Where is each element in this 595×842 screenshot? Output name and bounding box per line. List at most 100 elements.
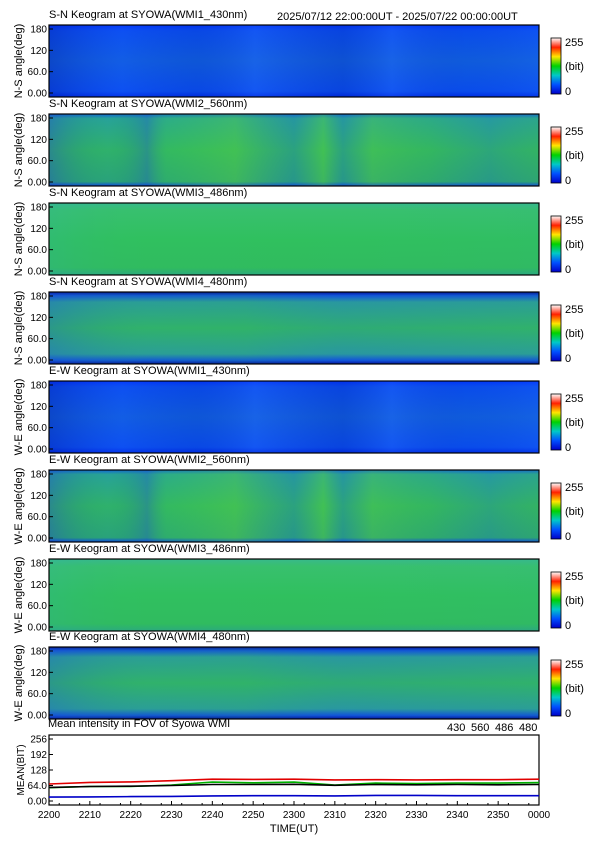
x-tick-label: 2300	[283, 810, 306, 821]
y-tick-label: 0.00	[28, 178, 48, 189]
keogram-panel: E-W Keogram at SYOWA(WMI4_480nm)180 120 60…	[13, 631, 584, 722]
y-tick-label: 120	[30, 46, 47, 57]
y-tick-label: 120	[30, 580, 47, 591]
colorbar-min-label: 0	[565, 620, 571, 632]
y-tick-label: 60.0	[28, 512, 48, 523]
keogram-panel: S-N Keogram at SYOWA(WMI3_486nm)180 120 60…	[13, 187, 584, 278]
x-tick-label: 2330	[405, 810, 428, 821]
y-tick-label: 0.00	[28, 623, 48, 634]
colorbar-unit-label: (bit)	[565, 417, 584, 429]
panel-frame	[48, 113, 540, 187]
y-tick-label: 120	[30, 313, 47, 324]
y-tick-label: 0.00	[28, 89, 48, 100]
y-tick-label: 180	[30, 25, 47, 36]
panel-title: S-N Keogram at SYOWA(WMI1_430nm)	[49, 9, 247, 21]
keogram-texture	[49, 381, 539, 453]
colorbar	[550, 126, 562, 184]
panel-title: E-W Keogram at SYOWA(WMI4_480nm)	[49, 631, 250, 643]
keogram-texture	[49, 203, 539, 275]
y-tick-label: 60.0	[28, 601, 48, 612]
colorbar-min-label: 0	[565, 531, 571, 543]
y-tick-label: 180	[30, 203, 47, 214]
colorbar-max-label: 255	[565, 304, 583, 316]
y-axis-label: W-E angle(deg)	[13, 645, 25, 722]
keogram-panel: S-N Keogram at SYOWA(WMI4_480nm)180 120 60…	[13, 276, 584, 367]
y-axis-label: W-E angle(deg)	[13, 468, 25, 545]
keogram-panel: S-N Keogram at SYOWA(WMI2_560nm)180 120 60…	[13, 98, 584, 189]
x-tick-label: 0000	[528, 810, 551, 821]
chart-frame	[48, 734, 540, 806]
y-axis-label: W-E angle(deg)	[13, 557, 25, 634]
time-range-label: 2025/07/12 22:00:00UT - 2025/07/22 00:00…	[277, 11, 518, 23]
legend-entry-486: 486	[495, 722, 513, 734]
y-tick-label: 180	[30, 292, 47, 303]
panel-frame	[48, 469, 540, 543]
y-tick-label: 256	[30, 735, 47, 746]
colorbar-unit-label: (bit)	[565, 595, 584, 607]
colorbar-min-label: 0	[565, 264, 571, 276]
y-tick-label: 180	[30, 114, 47, 125]
panel-title: E-W Keogram at SYOWA(WMI1_430nm)	[49, 365, 250, 377]
keogram-texture	[49, 25, 539, 97]
colorbar-max-label: 255	[565, 37, 583, 49]
y-tick-label: 120	[30, 668, 47, 679]
panel-frame	[48, 646, 540, 720]
x-tick-label: 2320	[365, 810, 388, 821]
y-tick-label: 0.00	[28, 534, 48, 545]
y-tick-label: 180	[30, 559, 47, 570]
series-line-480	[48, 783, 540, 789]
panel-frame	[48, 202, 540, 276]
colorbar-max-label: 255	[565, 482, 583, 494]
legend-entry-430: 430	[447, 722, 465, 734]
y-axis-label: N-S angle(deg)	[13, 24, 25, 99]
colorbar-unit-label: (bit)	[565, 328, 584, 340]
y-tick-label: 60.0	[28, 245, 48, 256]
y-tick-label: 0.00	[28, 445, 48, 456]
chart-series	[48, 778, 540, 798]
colorbar-max-label: 255	[565, 571, 583, 583]
colorbar	[550, 659, 562, 717]
x-tick-label: 2340	[446, 810, 469, 821]
keogram-texture	[49, 470, 539, 542]
y-tick-label: 120	[30, 491, 47, 502]
colorbar-unit-label: (bit)	[565, 150, 584, 162]
colorbar-unit-label: (bit)	[565, 683, 584, 695]
y-tick-label: 60.0	[28, 689, 48, 700]
series-line-430	[48, 794, 539, 798]
x-axis-label: TIME(UT)	[270, 823, 318, 835]
colorbar-max-label: 255	[565, 215, 583, 227]
y-tick-label: 60.0	[28, 67, 48, 78]
x-tick-label: 2310	[324, 810, 347, 821]
x-tick-label: 2200	[38, 810, 61, 821]
colorbar	[550, 304, 562, 362]
keogram-texture	[49, 292, 539, 364]
mean-chart-title: Mean intensity in FOV of Syowa WMI	[48, 718, 230, 730]
x-tick-label: 2240	[201, 810, 224, 821]
panel-frame	[48, 558, 540, 632]
panel-frame	[48, 380, 540, 454]
x-tick-label: 2220	[120, 810, 143, 821]
y-tick-label: 120	[30, 402, 47, 413]
y-tick-label: 0.00	[28, 711, 48, 722]
y-axis-label: N-S angle(deg)	[13, 113, 25, 188]
y-tick-label: 120	[30, 135, 47, 146]
colorbar	[550, 571, 562, 629]
colorbar-min-label: 0	[565, 708, 571, 720]
y-tick-label: 180	[30, 381, 47, 392]
colorbar-unit-label: (bit)	[565, 506, 584, 518]
x-tick-label: 2350	[487, 810, 510, 821]
y-tick-label: 0.00	[28, 267, 48, 278]
panel-title: E-W Keogram at SYOWA(WMI3_486nm)	[49, 543, 250, 555]
y-axis-label: MEAN(BIT)	[16, 744, 27, 795]
panel-frame	[48, 24, 540, 98]
keogram-panel: E-W Keogram at SYOWA(WMI3_486nm)180 120 60…	[13, 543, 584, 634]
x-tick-label: 2250	[242, 810, 265, 821]
y-axis-label: N-S angle(deg)	[13, 202, 25, 277]
y-tick-label: 180	[30, 647, 47, 658]
colorbar-min-label: 0	[565, 353, 571, 365]
colorbar-max-label: 255	[565, 659, 583, 671]
colorbar	[550, 37, 562, 95]
colorbar-min-label: 0	[565, 86, 571, 98]
y-tick-label: 192	[30, 750, 47, 761]
